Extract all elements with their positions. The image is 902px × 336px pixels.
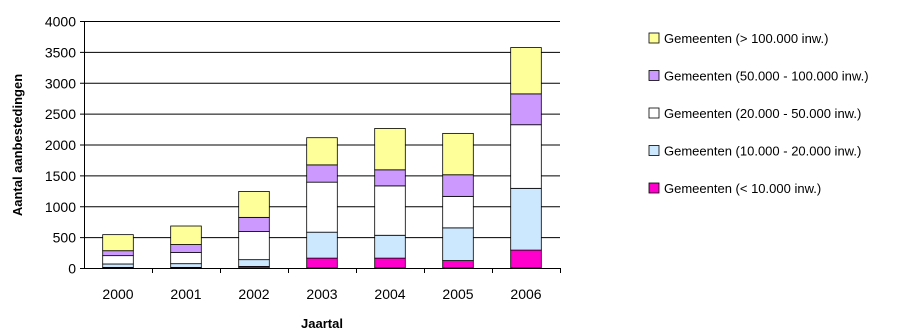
bar-segment (374, 234, 406, 259)
x-tick-label: 2005 (442, 286, 473, 302)
x-tick-label: 2004 (374, 286, 405, 302)
bar-segment (442, 227, 474, 261)
bar-segment (170, 244, 202, 253)
legend-swatch (648, 182, 660, 194)
y-tick-label: 1000 (45, 199, 76, 215)
x-axis-title: Jaartal (301, 316, 343, 331)
bar-segment (238, 231, 270, 261)
x-tick-label: 2002 (238, 286, 269, 302)
bars (102, 47, 542, 269)
legend-swatch (648, 70, 660, 81)
legend-swatch (648, 107, 660, 119)
bar-segment (374, 128, 406, 171)
bar-segment (510, 249, 542, 269)
bar-segment (238, 259, 270, 267)
legend-label: Gemeenten (10.000 - 20.000 inw.) (664, 144, 861, 159)
y-tick-label: 0 (68, 261, 76, 277)
bar-segment (238, 216, 270, 232)
bar-segment (170, 263, 202, 268)
bar-segment (442, 195, 474, 229)
bar-segment (102, 234, 134, 252)
y-axis-title: Aantal aanbestedingen (10, 74, 25, 216)
bar-segment (510, 93, 542, 126)
bar-segment (510, 187, 542, 251)
bar-segment (170, 225, 202, 245)
x-tick-label: 2006 (510, 286, 541, 302)
bar-segment (238, 191, 270, 218)
bar-segment (442, 174, 474, 197)
y-tick-label: 500 (53, 230, 77, 246)
y-tick-label: 2000 (45, 137, 76, 153)
bar-segment (510, 47, 542, 95)
bar-segment (306, 181, 338, 233)
x-tick-label: 2003 (306, 286, 337, 302)
legend-label: Gemeenten (50.000 - 100.000 inw.) (664, 69, 869, 84)
bar-segment (374, 185, 406, 236)
bar-segment (374, 169, 406, 187)
bar-segment (442, 260, 474, 269)
bar-segment (510, 124, 542, 189)
x-tick-label: 2001 (170, 286, 201, 302)
bar-segment (306, 164, 338, 183)
axes: 0 500 1000 1500 2000 2500 3000 3500 4000 2000 2001… (45, 14, 561, 302)
y-tick-label: 4000 (45, 14, 76, 30)
bar-segment (306, 137, 338, 166)
legend-label: Gemeenten (< 10.000 inw.) (664, 181, 821, 196)
y-tick-label: 2500 (45, 106, 76, 122)
bar-segment (170, 252, 202, 265)
bar-segment (374, 257, 406, 269)
legend-swatch (648, 32, 660, 44)
y-tick-label: 1500 (45, 168, 76, 184)
legend-swatch (648, 145, 660, 156)
bar-segment (102, 255, 134, 265)
bar-segment (102, 250, 134, 257)
bar-segment (442, 132, 474, 176)
bar-segment (306, 257, 338, 269)
y-tick-label: 3000 (45, 75, 76, 91)
y-tick-label: 3500 (45, 44, 76, 60)
legend: Gemeenten (> 100.000 inw.) Gemeenten (50.… (648, 31, 869, 196)
x-tick-label: 2000 (102, 286, 133, 302)
legend-label: Gemeenten (20.000 - 50.000 inw.) (664, 106, 861, 121)
bar-segment (102, 263, 134, 268)
legend-label: Gemeenten (> 100.000 inw.) (664, 31, 828, 46)
bar-segment (306, 231, 338, 259)
